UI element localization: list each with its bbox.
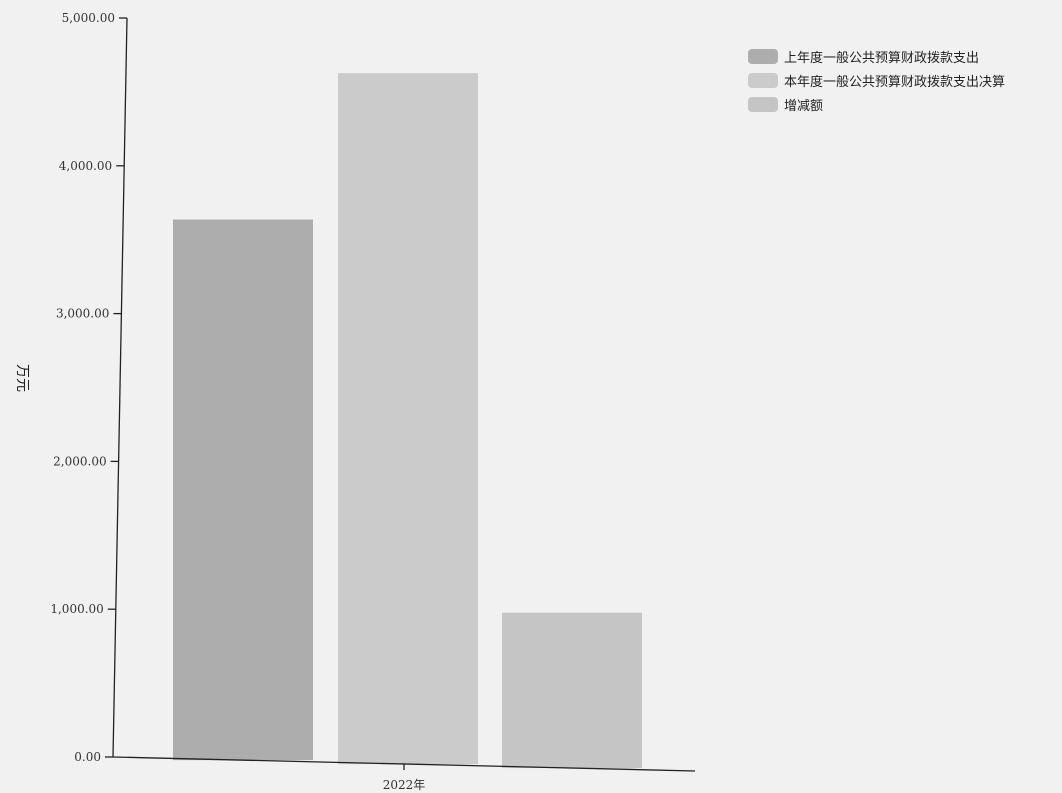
legend-label-1: 本年度一般公共预算财政拨款支出决算 xyxy=(784,74,1006,90)
y-tick-label: 3,000.00 xyxy=(56,307,109,321)
y-tick-label: 4,000.00 xyxy=(59,159,112,173)
legend-swatch-0 xyxy=(748,48,778,64)
legend-item-0[interactable]: 上年度一般公共预算财政拨款支出 xyxy=(748,44,1005,68)
legend-swatch-2 xyxy=(748,96,778,112)
bars-group xyxy=(173,73,642,769)
bar-1[interactable] xyxy=(338,73,478,765)
y-tick-label: 1,000.00 xyxy=(50,602,103,616)
bar-2[interactable] xyxy=(502,612,642,769)
legend-item-1[interactable]: 本年度一般公共预算财政拨款支出决算 xyxy=(748,68,1005,92)
legend-swatch-1 xyxy=(748,72,778,88)
bar-0[interactable] xyxy=(173,219,313,761)
legend-label-0: 上年度一般公共预算财政拨款支出 xyxy=(784,50,980,66)
y-tick-label: 2,000.00 xyxy=(53,454,106,468)
legend-label-2: 增减额 xyxy=(784,98,824,114)
y-axis: 0.00 1,000.00 2,000.00 3,000.00 4,000.00 5,00… xyxy=(50,11,128,764)
x-axis: 2022年 xyxy=(112,756,696,792)
y-tick-label: 5,000.00 xyxy=(62,11,115,25)
x-tick-label: 2022年 xyxy=(383,778,426,792)
y-axis-line xyxy=(112,17,128,758)
y-axis-label: 万元 xyxy=(14,364,30,392)
legend: 上年度一般公共预算财政拨款支出 本年度一般公共预算财政拨款支出决算 增减额 xyxy=(748,44,1005,116)
y-tick-label: 0.00 xyxy=(74,750,101,764)
legend-item-2[interactable]: 增减额 xyxy=(748,92,1005,116)
